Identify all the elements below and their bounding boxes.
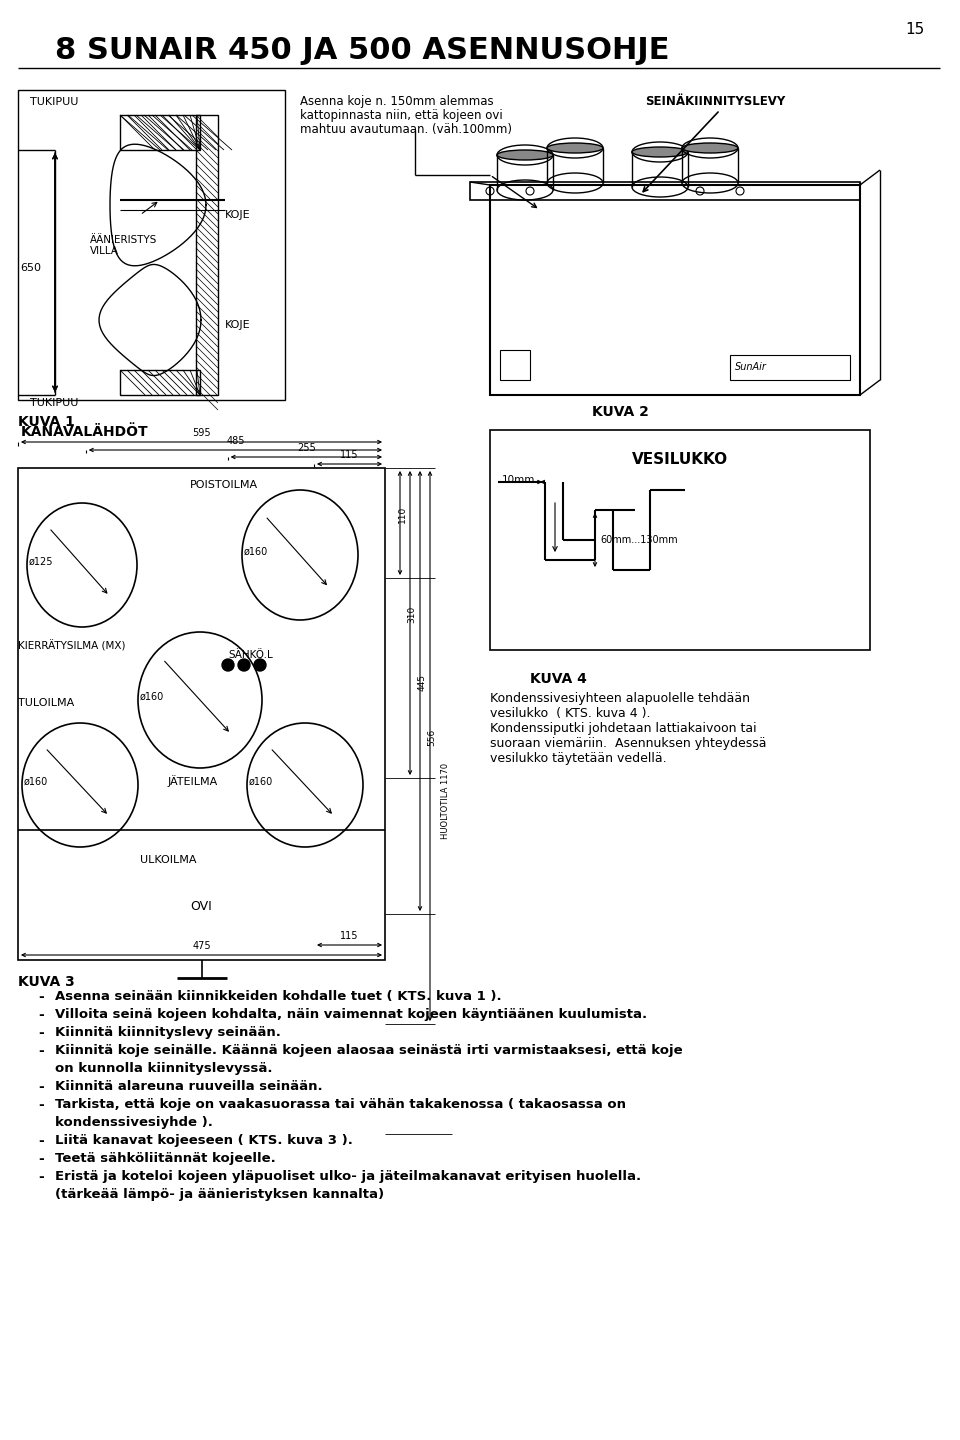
Text: 10mm: 10mm	[502, 475, 536, 485]
Ellipse shape	[497, 150, 553, 160]
Text: 485: 485	[227, 436, 245, 446]
Bar	[196, 115, 218, 395]
Text: Kiinnitä alareuna ruuveilla seinään.: Kiinnitä alareuna ruuveilla seinään.	[55, 1080, 323, 1093]
Text: VILLA: VILLA	[90, 246, 119, 256]
Circle shape	[254, 660, 266, 671]
Text: KOJE: KOJE	[225, 210, 251, 220]
Text: vesilukko  ( KTS. kuva 4 ).: vesilukko ( KTS. kuva 4 ).	[490, 707, 651, 720]
Text: POISTOILMA: POISTOILMA	[190, 480, 258, 490]
Text: Kondenssiputki johdetaan lattiakaivoon tai: Kondenssiputki johdetaan lattiakaivoon t…	[490, 721, 756, 734]
Text: 15: 15	[905, 22, 924, 37]
Bar	[490, 431, 870, 649]
Text: -: -	[38, 1008, 44, 1022]
Text: Villoita seinä kojeen kohdalta, näin vaimennat kojeen käyntiäänen kuulumista.: Villoita seinä kojeen kohdalta, näin vai…	[55, 1008, 647, 1021]
Text: (tärkeää lämpö- ja äänieristyksen kannalta): (tärkeää lämpö- ja äänieristyksen kannal…	[55, 1188, 384, 1201]
Text: 115: 115	[340, 932, 359, 940]
Text: 60mm...130mm: 60mm...130mm	[600, 536, 678, 544]
Text: ø160: ø160	[140, 693, 164, 703]
Ellipse shape	[682, 143, 738, 153]
Text: ø125: ø125	[29, 557, 54, 567]
Bar	[490, 184, 860, 395]
Text: Teetä sähköliitännät kojeelle.: Teetä sähköliitännät kojeelle.	[55, 1152, 276, 1165]
Text: SEINÄKIINNITYSLEVY: SEINÄKIINNITYSLEVY	[645, 95, 785, 108]
Text: -: -	[38, 1099, 44, 1112]
Ellipse shape	[547, 143, 603, 153]
Text: -: -	[38, 1169, 44, 1184]
Bar	[120, 115, 200, 150]
Text: 445: 445	[418, 674, 426, 691]
Text: -: -	[38, 1152, 44, 1166]
Bar	[500, 350, 530, 380]
Text: on kunnolla kiinnityslevyssä.: on kunnolla kiinnityslevyssä.	[55, 1063, 273, 1076]
Text: 650: 650	[20, 264, 41, 274]
Text: Asenna seinään kiinnikkeiden kohdalle tuet ( KTS. kuva 1 ).: Asenna seinään kiinnikkeiden kohdalle tu…	[55, 991, 502, 1004]
Text: TUKIPUU: TUKIPUU	[30, 397, 79, 408]
Text: 8 SUNAIR 450 JA 500 ASENNUSOHJE: 8 SUNAIR 450 JA 500 ASENNUSOHJE	[55, 36, 669, 65]
Text: 110: 110	[397, 505, 406, 523]
Text: -: -	[38, 991, 44, 1004]
Text: -: -	[38, 1135, 44, 1148]
Bar	[18, 91, 285, 400]
Text: KUVA 3: KUVA 3	[18, 975, 75, 989]
Text: ø160: ø160	[24, 778, 48, 788]
Text: OVI: OVI	[191, 900, 212, 913]
Bar	[18, 468, 385, 960]
Text: SunAir: SunAir	[735, 361, 767, 372]
Circle shape	[222, 660, 234, 671]
Text: kondenssivesiyhde ).: kondenssivesiyhde ).	[55, 1116, 213, 1129]
Text: TULOILMA: TULOILMA	[18, 698, 74, 708]
Text: TUKIPUU: TUKIPUU	[30, 96, 79, 107]
Text: HUOLTOTILA 1170: HUOLTOTILA 1170	[442, 763, 450, 840]
Text: ÄÄNIERISTYS: ÄÄNIERISTYS	[90, 235, 157, 245]
Text: vesilukko täytetään vedellä.: vesilukko täytetään vedellä.	[490, 752, 666, 765]
Text: Eristä ja koteloi kojeen yläpuoliset ulko- ja jäteilmakanavat erityisen huolella: Eristä ja koteloi kojeen yläpuoliset ulk…	[55, 1169, 641, 1184]
Text: 475: 475	[192, 940, 211, 950]
Text: suoraan viemäriin.  Asennuksen yhteydessä: suoraan viemäriin. Asennuksen yhteydessä	[490, 737, 766, 750]
Text: Liitä kanavat kojeeseen ( KTS. kuva 3 ).: Liitä kanavat kojeeseen ( KTS. kuva 3 ).	[55, 1135, 353, 1148]
Text: mahtuu avautumaan. (väh.100mm): mahtuu avautumaan. (väh.100mm)	[300, 122, 512, 135]
Text: KUVA 4: KUVA 4	[530, 672, 587, 685]
Bar	[730, 356, 850, 380]
Text: -: -	[38, 1025, 44, 1040]
Bar	[120, 370, 200, 395]
Text: 556: 556	[427, 729, 437, 746]
Text: Kiinnitä kiinnityslevy seinään.: Kiinnitä kiinnityslevy seinään.	[55, 1025, 281, 1040]
Text: KIERRÄTYSILMA (MX): KIERRÄTYSILMA (MX)	[18, 639, 126, 651]
Text: Asenna koje n. 150mm alemmas: Asenna koje n. 150mm alemmas	[300, 95, 493, 108]
Text: JÄTEILMA: JÄTEILMA	[168, 775, 218, 786]
Text: KUVA 1: KUVA 1	[18, 415, 75, 429]
Text: SÄHKÖ.L: SÄHKÖ.L	[228, 649, 273, 660]
Text: Kondenssivesiyhteen alapuolelle tehdään: Kondenssivesiyhteen alapuolelle tehdään	[490, 693, 750, 706]
Text: -: -	[38, 1044, 44, 1058]
Circle shape	[238, 660, 250, 671]
Text: ø160: ø160	[244, 547, 268, 557]
Text: 310: 310	[407, 606, 417, 624]
Text: ULKOILMA: ULKOILMA	[140, 855, 197, 865]
Text: ø160: ø160	[249, 778, 274, 788]
Text: KOJE: KOJE	[225, 320, 251, 330]
Text: Kiinnitä koje seinälle. Käännä kojeen alaosaa seinästä irti varmistaaksesi, että: Kiinnitä koje seinälle. Käännä kojeen al…	[55, 1044, 683, 1057]
Text: 595: 595	[192, 428, 211, 438]
Ellipse shape	[632, 147, 688, 157]
Text: -: -	[38, 1080, 44, 1094]
Text: Tarkista, että koje on vaakasuorassa tai vähän takakenossa ( takaosassa on: Tarkista, että koje on vaakasuorassa tai…	[55, 1099, 626, 1112]
Text: kattopinnasta niin, että kojeen ovi: kattopinnasta niin, että kojeen ovi	[300, 109, 503, 122]
Text: KANAVALÄHDÖT: KANAVALÄHDÖT	[21, 425, 149, 439]
Bar	[470, 181, 860, 200]
Text: KUVA 2: KUVA 2	[591, 405, 648, 419]
Text: 255: 255	[297, 444, 316, 454]
Text: VESILUKKO: VESILUKKO	[632, 452, 728, 467]
Text: 115: 115	[340, 449, 359, 459]
